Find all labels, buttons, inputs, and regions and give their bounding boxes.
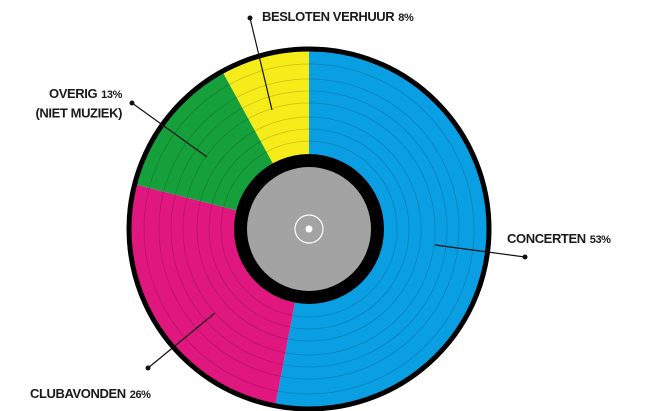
value-label: 53% [590, 234, 611, 246]
slice-label: OVERIG 13% [49, 86, 123, 101]
category-label: CONCERTEN [507, 231, 586, 246]
leader-dot [523, 255, 528, 260]
leader-dot [248, 16, 253, 21]
leader-dot [146, 366, 151, 371]
chart: BESLOTEN VERHUUR8% OVERIG 13% (NIET MUZIEK)… [0, 0, 648, 411]
category-label: BESLOTEN VERHUUR [262, 9, 395, 24]
record-center [234, 154, 384, 304]
value-label: 13% [101, 89, 122, 101]
value-label: 8% [398, 12, 414, 24]
annotation: (NIET MUZIEK) [35, 105, 122, 120]
spindle [306, 226, 313, 233]
category-label: CLUBAVONDEN [30, 386, 126, 401]
leader-dot [130, 101, 135, 106]
slice-label: CLUBAVONDEN 26% [30, 386, 151, 401]
value-label: 26% [130, 389, 151, 401]
category-label: OVERIG [49, 86, 97, 101]
slice-label: CONCERTEN 53% [507, 231, 611, 246]
